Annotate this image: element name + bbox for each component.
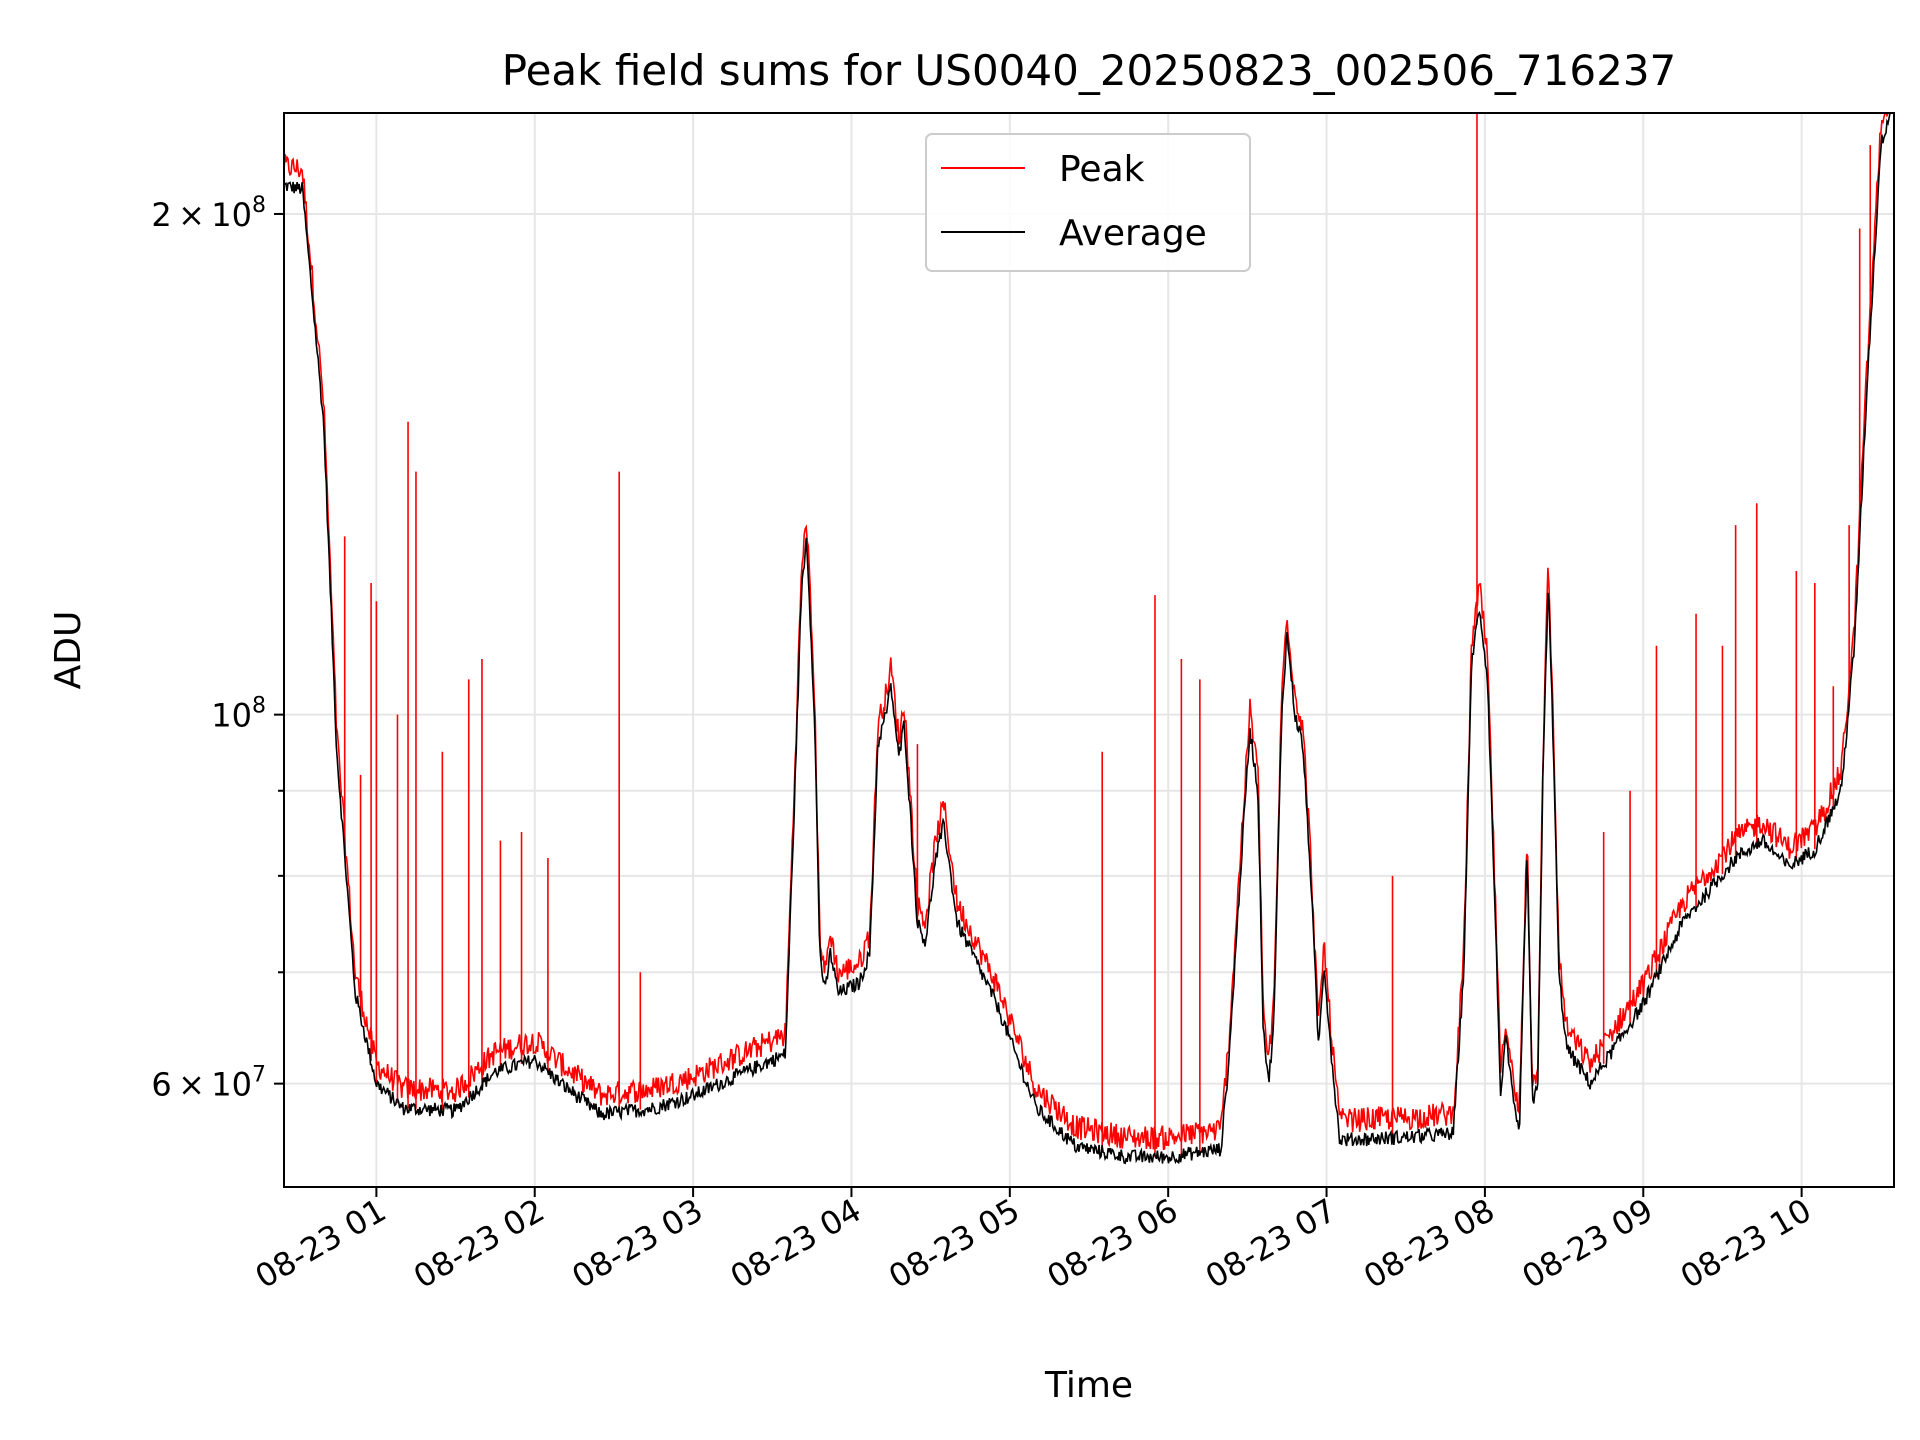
y-tick-label: 6 × 107 bbox=[151, 1063, 266, 1104]
legend-label-peak: Peak bbox=[1059, 149, 1145, 190]
legend-label-average: Average bbox=[1059, 213, 1207, 254]
y-tick-label: 2 × 108 bbox=[151, 193, 266, 234]
legend: Peak Average bbox=[925, 133, 1251, 272]
x-axis-label: Time bbox=[1044, 1365, 1133, 1406]
chart-title: Peak field sums for US0040_20250823_0025… bbox=[502, 46, 1677, 95]
series-peak-line bbox=[284, 113, 1894, 1151]
grid bbox=[284, 113, 1894, 1187]
series-layer bbox=[284, 113, 1894, 1165]
plot-frame bbox=[283, 112, 1895, 1188]
y-axis-label: ADU bbox=[48, 611, 89, 690]
series-group bbox=[284, 113, 1894, 1165]
series-average-line bbox=[284, 113, 1894, 1165]
